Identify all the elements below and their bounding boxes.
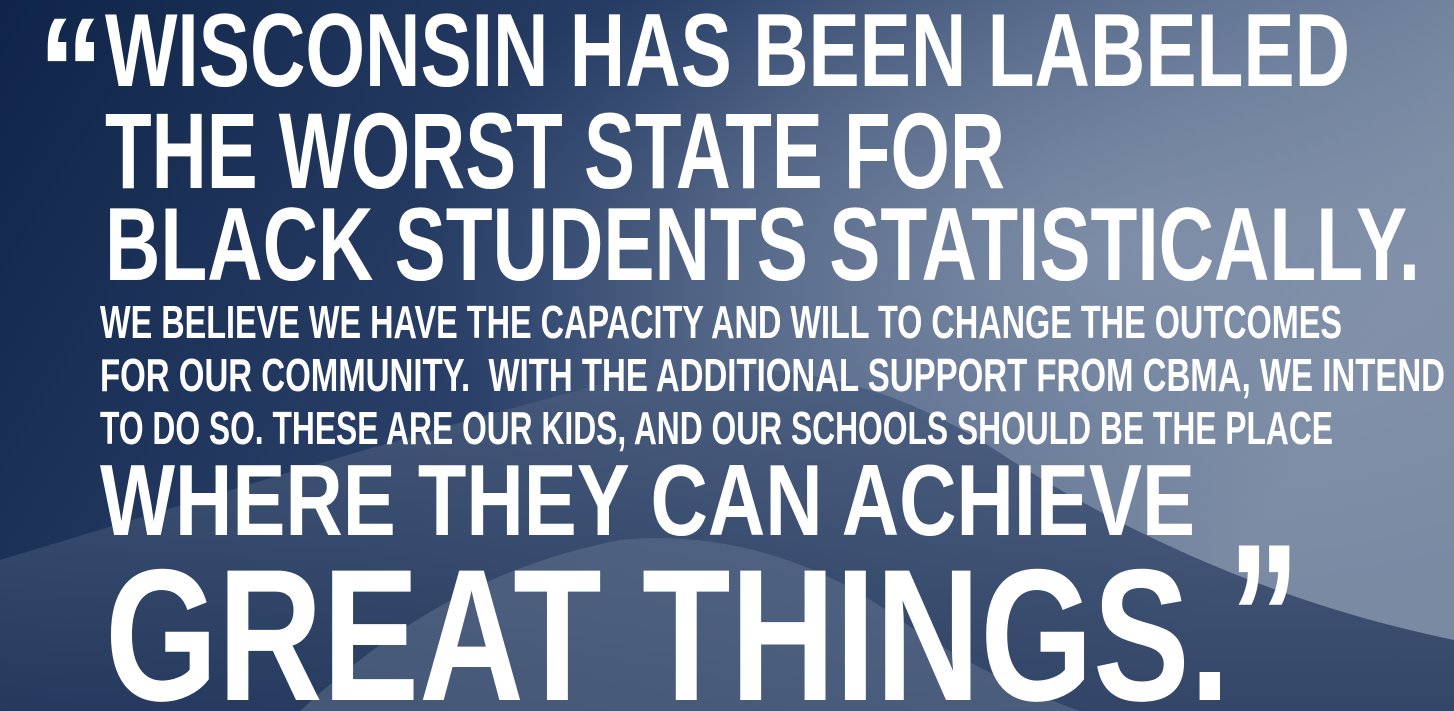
- body-line: FOR OUR COMMUNITY. WITH THE ADDITIONAL S…: [100, 349, 1445, 401]
- close-quote-mark: ”: [1228, 500, 1300, 711]
- headline-line: BLACK STUDENTS STATISTICALLY.: [105, 187, 1420, 303]
- closing-line-large: GREAT THINGS.: [105, 530, 1230, 711]
- quote-graphic: “ WISCONSIN HAS BEEN LABELED THE WORST S…: [0, 0, 1454, 711]
- page: “ WISCONSIN HAS BEEN LABELED THE WORST S…: [0, 0, 1454, 711]
- open-quote-mark: “: [38, 0, 104, 154]
- body-line: WE BELIEVE WE HAVE THE CAPACITY AND WILL…: [100, 296, 1342, 348]
